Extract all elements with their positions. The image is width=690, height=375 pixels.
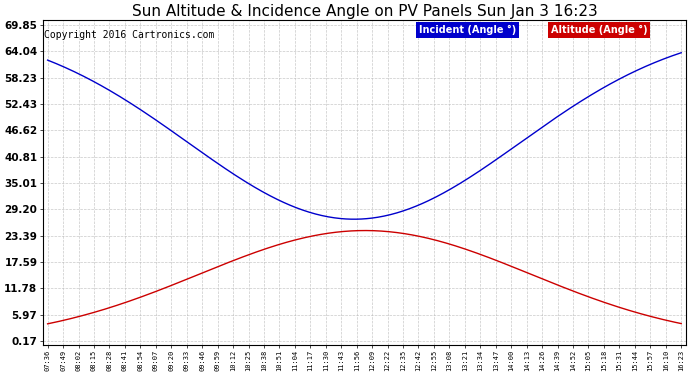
Text: Altitude (Angle °): Altitude (Angle °) (551, 25, 647, 35)
Text: Copyright 2016 Cartronics.com: Copyright 2016 Cartronics.com (44, 30, 215, 40)
Title: Sun Altitude & Incidence Angle on PV Panels Sun Jan 3 16:23: Sun Altitude & Incidence Angle on PV Pan… (132, 4, 598, 19)
Text: Incident (Angle °): Incident (Angle °) (419, 25, 516, 35)
